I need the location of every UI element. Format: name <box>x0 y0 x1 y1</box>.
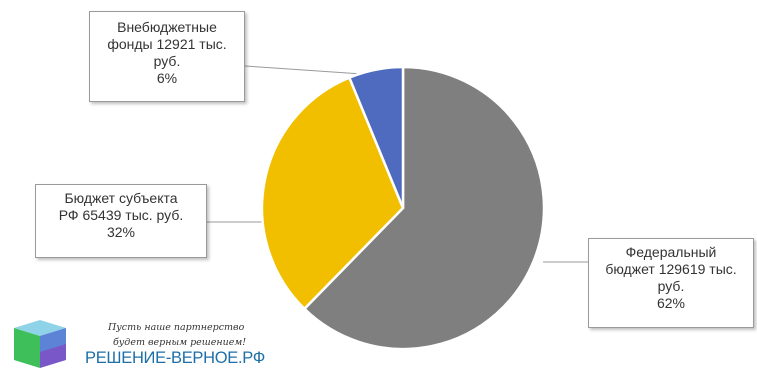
pie-slice-extrabudgetary-funds <box>347 65 405 209</box>
data-label-line: Федеральный <box>625 244 717 260</box>
watermark-tagline: будет верным решением! <box>113 337 247 348</box>
data-label-regional-budget: Бюджет субъекта РФ 65439 тыс. руб. 32% <box>35 184 207 258</box>
leader-lines <box>207 65 588 263</box>
data-label-federal-budget: Федеральный бюджет 129619 тыс. руб. 62% <box>588 238 754 328</box>
data-label-extrabudgetary-funds: Внебюджетные фонды 12921 тыс. руб. 6% <box>89 11 245 102</box>
data-label-line: 6% <box>156 70 178 86</box>
pie-slices <box>260 65 546 351</box>
pie-slice-federal-budget <box>302 65 546 351</box>
data-label-line: руб. <box>657 278 685 294</box>
cube-logo-icon <box>14 320 66 368</box>
data-label-line: бюджет 129619 тыс. <box>605 261 737 277</box>
data-label-line: Внебюджетные <box>117 19 217 35</box>
leader-line <box>244 65 363 75</box>
watermark: Пусть наше партнерство будет верным реше… <box>10 318 310 370</box>
data-label-line: РФ 65439 тыс. руб. <box>58 207 184 223</box>
data-label-line: 32% <box>106 224 136 240</box>
data-label-line: руб. <box>153 53 181 69</box>
data-label-line: фонды 12921 тыс. <box>107 36 227 52</box>
data-label-line: 62% <box>656 295 686 311</box>
watermark-site-name: РЕШЕНИЕ-ВЕРНОЕ.РФ <box>85 349 266 367</box>
data-label-line: Бюджет субъекта <box>64 190 178 206</box>
watermark-tagline: Пусть наше партнерство <box>108 322 245 333</box>
pie-slice-regional-budget <box>260 75 405 311</box>
